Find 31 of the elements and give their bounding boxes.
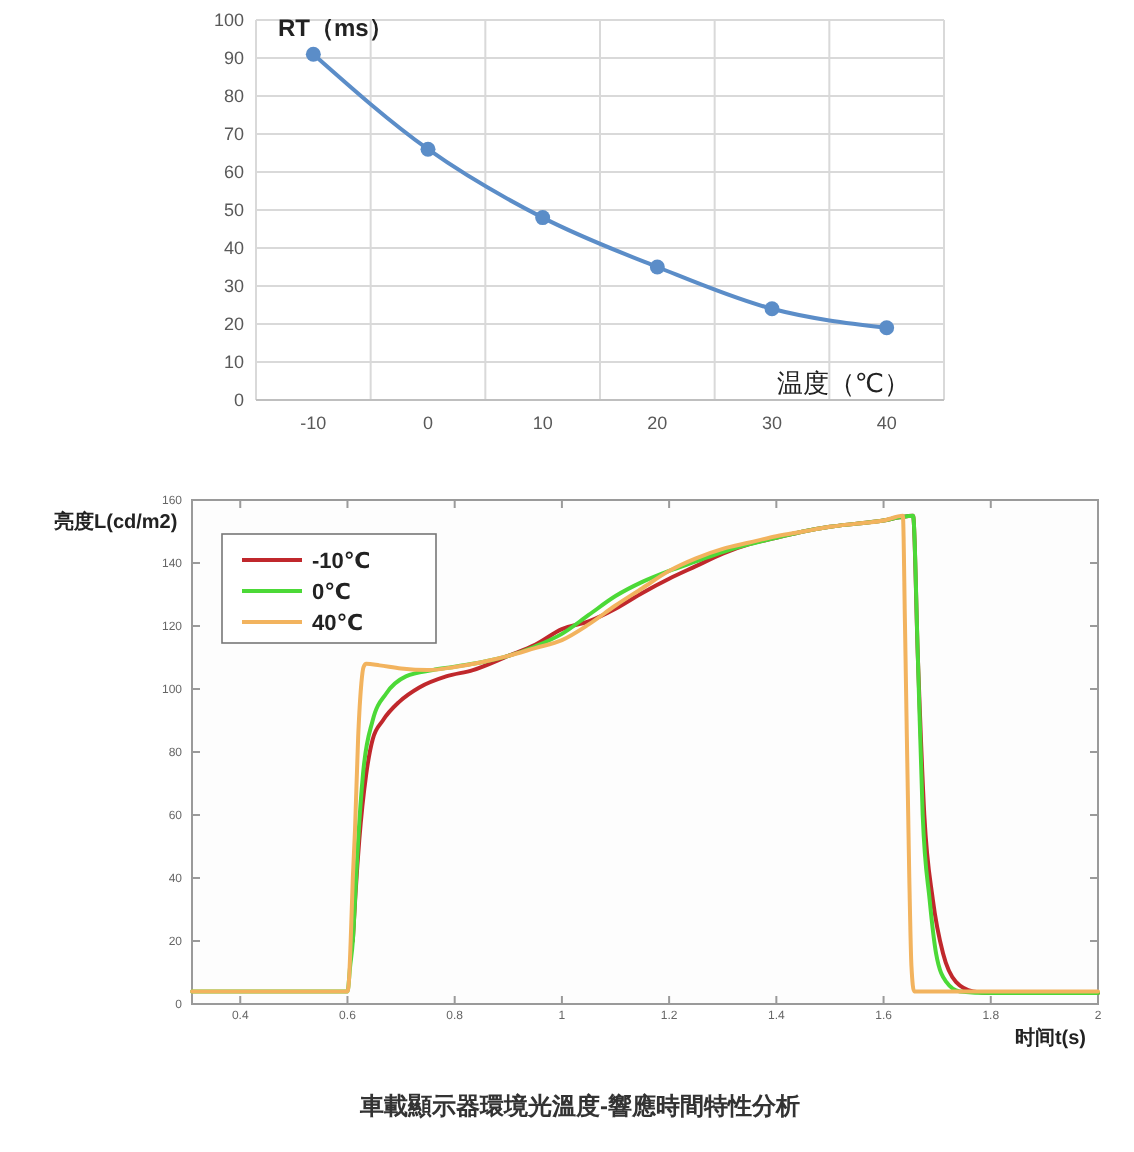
y-tick-label: 70: [223, 123, 244, 144]
y-tick-label: 30: [223, 275, 244, 296]
point: [305, 46, 321, 62]
y-tick-label: 60: [223, 161, 244, 182]
legend-label: 0℃: [312, 581, 351, 605]
point: [649, 259, 665, 275]
x-tick-label: 40: [876, 412, 897, 433]
y-axis-title: 亮度L(cd/m2): [52, 510, 178, 534]
y-tick-label: 100: [213, 9, 244, 30]
x-tick-label: 0: [422, 412, 434, 433]
y-tick-label: 90: [223, 47, 244, 68]
legend-label: 40℃: [312, 612, 364, 636]
y-tick-label: 40: [223, 237, 244, 258]
point: [879, 320, 895, 336]
point: [535, 210, 551, 226]
point: [420, 141, 436, 157]
x-axis-title: 温度（℃）: [776, 368, 910, 398]
x-tick-label: 30: [761, 412, 783, 433]
legend-label: -10℃: [312, 550, 371, 574]
y-axis-title: RT（ms）: [278, 14, 393, 42]
y-tick-label: 50: [223, 199, 244, 220]
y-tick-label: 10: [223, 351, 244, 372]
text: 車載顯示器環境光溫度-響應時間特性分析: [358, 1092, 800, 1120]
y-tick-label: 80: [223, 85, 244, 106]
x-tick-label: 20: [647, 412, 668, 433]
x-tick-label: -10: [300, 412, 327, 433]
y-tick-label: 0: [233, 389, 244, 410]
y-tick-label: 20: [223, 313, 244, 334]
point: [764, 301, 780, 317]
x-tick-label: 10: [532, 412, 553, 433]
x-axis-title: 时间t(s): [1014, 1026, 1086, 1050]
